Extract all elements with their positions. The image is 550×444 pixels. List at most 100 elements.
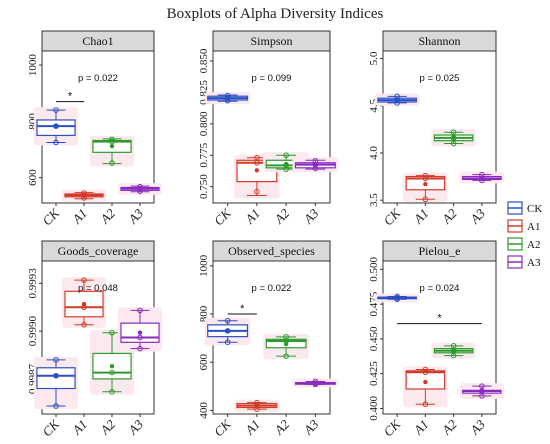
panel-pielou-e-ytick-label: 0.425	[368, 361, 380, 386]
box-mean	[313, 162, 318, 167]
panel-observed-species-box-a1	[233, 399, 280, 413]
data-point	[81, 277, 87, 283]
data-point	[53, 357, 59, 363]
panel-chao1-strip-label: Chao1	[82, 34, 113, 48]
panel-goods-coverage-xtick-label: A2	[97, 416, 119, 438]
panel-observed-species-box-ck	[204, 317, 251, 346]
data-point	[283, 334, 289, 340]
data-point	[254, 402, 260, 409]
figure-title: Boxplots of Alpha Diversity Indices	[167, 6, 384, 22]
data-point	[224, 95, 231, 101]
panel-chao1-box-a1	[61, 189, 107, 202]
data-point	[283, 353, 289, 359]
legend-label: CK	[527, 203, 542, 215]
panel-chao1-xtick-label: CK	[39, 205, 63, 229]
panel-shannon-xtick-label: A3	[466, 205, 488, 227]
panel-pielou-e-box-ck	[374, 293, 420, 303]
panel-shannon-ytick-label: 5.0	[368, 51, 380, 65]
data-point	[479, 383, 485, 389]
box-mean	[254, 168, 260, 173]
data-point	[109, 388, 115, 395]
box-mean	[81, 193, 87, 198]
data-point	[81, 321, 87, 328]
box-mean	[394, 97, 400, 102]
data-point	[450, 129, 457, 135]
legend-item-ck: CK	[507, 201, 542, 215]
data-point	[450, 343, 457, 349]
data-point	[53, 123, 59, 129]
box-mean	[225, 95, 230, 101]
panel-observed-species-xtick-label: CK	[211, 416, 235, 440]
panel-chao1-box-a3	[117, 183, 163, 195]
panel-shannon-ytick-label: 3.5	[368, 193, 380, 207]
panel-simpson-xtick-label: CK	[211, 205, 235, 229]
panel-shannon-box-ck	[374, 93, 420, 106]
legend-item-a2: A2	[507, 237, 540, 251]
box-mean	[313, 380, 318, 386]
data-point	[53, 403, 59, 409]
panel-pielou-e-box-a3	[459, 383, 505, 399]
panel-shannon-ytick-label: 4.0	[368, 146, 380, 160]
panel-chao1-ytick-label: 1000	[27, 54, 39, 77]
data-point	[254, 154, 260, 161]
panel-pielou-e-ytick-label: 0.450	[368, 326, 380, 351]
data-point	[450, 135, 457, 141]
box-mean	[479, 388, 485, 394]
box-mean	[451, 348, 456, 353]
legend-label: A3	[527, 257, 541, 269]
panel-chao1-significance-star: *	[68, 91, 73, 103]
data-point	[53, 139, 59, 146]
box-mean	[137, 186, 143, 191]
panel-chao1-xtick-label: A2	[97, 205, 119, 227]
data-point	[137, 334, 143, 341]
panel-goods-coverage-box-a1	[61, 277, 107, 328]
box-mean	[423, 181, 428, 187]
legend: CK A1 A2 A3	[507, 201, 542, 269]
panel-chao1-ytick-label: 600	[27, 169, 39, 186]
panel-simpson-ytick-label: 0.850	[198, 48, 210, 73]
data-point	[283, 166, 289, 172]
data-point	[283, 152, 289, 159]
panel-shannon-box-a2	[431, 129, 476, 147]
panel-shannon-box-a3	[459, 171, 505, 184]
data-point	[109, 329, 115, 336]
panel-simpson-xtick-label: A3	[300, 205, 322, 227]
panel-observed-species-xtick-label: A2	[271, 416, 293, 438]
panel-pielou-e-box-a2	[431, 342, 476, 359]
panel-shannon-strip-label: Shannon	[419, 34, 461, 48]
box-mean	[394, 295, 400, 301]
panel-simpson-strip-label: Simpson	[250, 34, 292, 48]
panel-pielou-e-xtick-label: A1	[410, 417, 432, 439]
panel-shannon-xtick-label: A1	[410, 206, 432, 228]
data-point	[422, 366, 429, 373]
panel-observed-species-xtick-label: A3	[300, 416, 322, 438]
panel-pielou-e-ytick-label: 0.500	[368, 256, 380, 281]
panel-goods-coverage-box-a3	[117, 307, 163, 352]
data-point	[109, 369, 115, 376]
panel-simpson-ytick-label: 0.800	[198, 111, 210, 136]
panel-shannon-box-a1	[403, 172, 448, 203]
data-point	[109, 160, 115, 166]
box-mean	[451, 135, 456, 141]
panel-goods-coverage-strip-label: Goods_coverage	[58, 244, 139, 258]
data-point	[137, 307, 143, 314]
data-point	[422, 175, 429, 182]
panel-observed-species-ytick-label: 600	[198, 353, 210, 370]
data-point	[137, 185, 143, 192]
panel-goods-coverage-box-ck	[33, 356, 79, 410]
panel-observed-species-significance-star: *	[240, 303, 245, 315]
panel-observed-species-pvalue: p = 0.022	[252, 283, 292, 294]
panel-goods-coverage-xtick-label: CK	[39, 416, 63, 440]
panel-observed-species-box-a3	[292, 378, 339, 388]
legend-label: A1	[527, 221, 540, 233]
panel-shannon-xtick-label: A2	[438, 205, 460, 227]
panel-chao1-xtick-label: A3	[125, 205, 147, 227]
panel-observed-species-strip-label: Observed_species	[228, 244, 315, 258]
panel-pielou-e-significance-star: *	[437, 313, 442, 325]
